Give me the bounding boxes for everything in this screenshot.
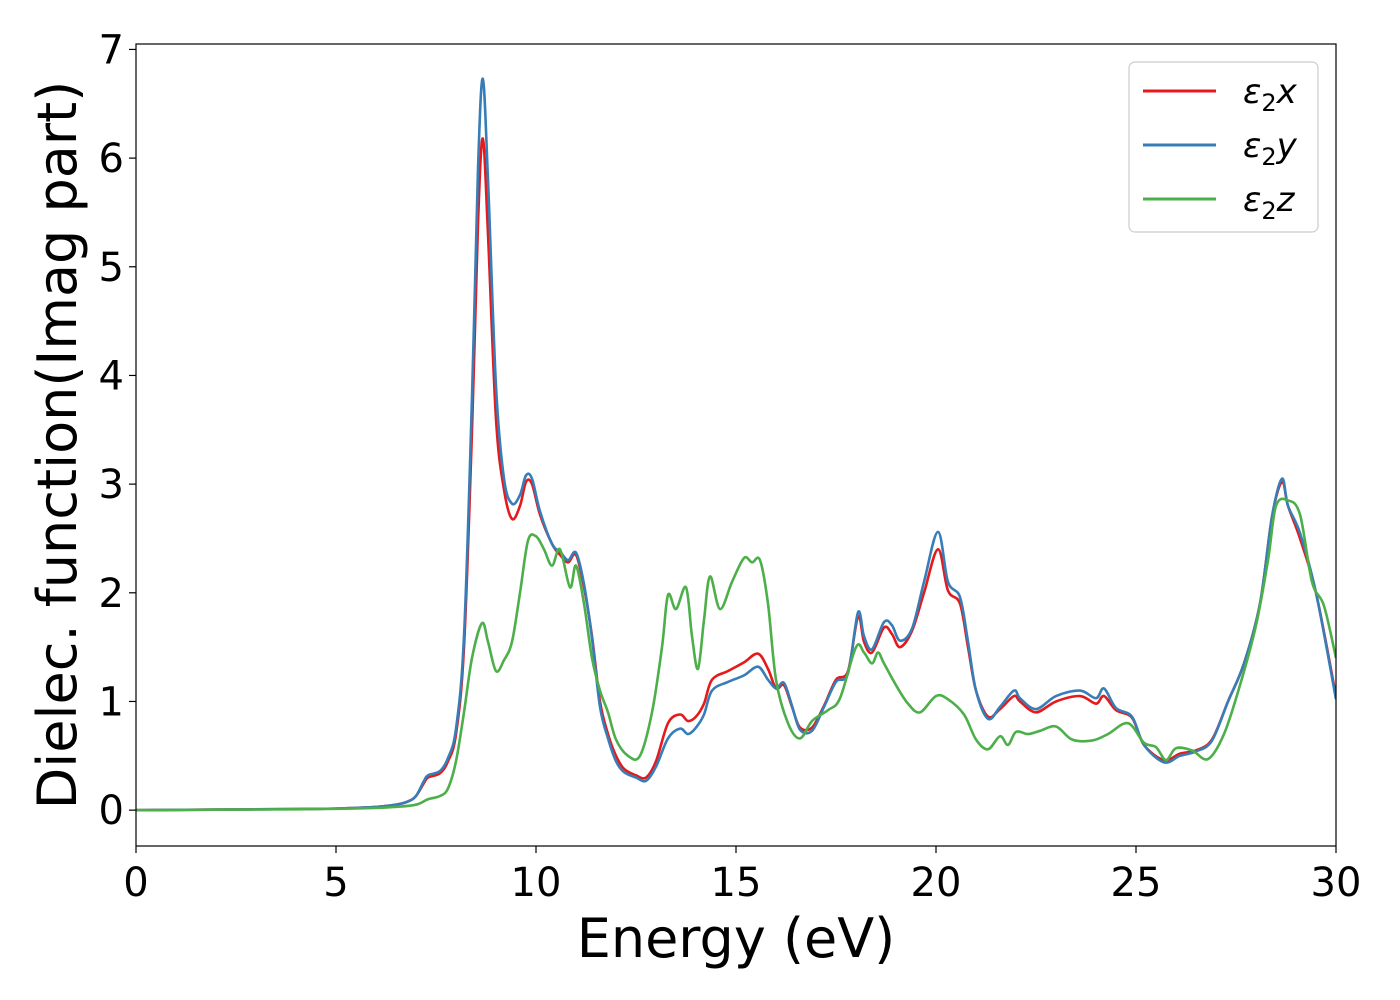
y-tick-label: 1 xyxy=(99,679,124,725)
x-tick-label: 10 xyxy=(511,860,562,906)
x-tick-label: 0 xyxy=(123,860,148,906)
y-tick-label: 5 xyxy=(99,245,124,291)
y-axis-label: Dielec. function(Imag part) xyxy=(26,81,89,810)
legend-items: ε2x ε2y ε2z xyxy=(1143,72,1298,225)
series-line-z xyxy=(136,497,1336,812)
y-axis-ticks: 0 1 2 3 4 5 6 7 xyxy=(99,27,136,834)
y-tick-label: 3 xyxy=(99,462,124,508)
x-axis-ticks: 0 5 10 15 20 25 30 xyxy=(123,846,1361,906)
y-tick-label: 2 xyxy=(99,571,124,617)
y-tick-label: 4 xyxy=(99,353,124,399)
legend: ε2x ε2y ε2z xyxy=(1128,61,1319,233)
x-tick-label: 20 xyxy=(911,860,962,906)
legend-box xyxy=(1128,61,1319,233)
y-tick-label: 7 xyxy=(99,27,124,73)
y-tick-label: 0 xyxy=(99,788,124,834)
legend-label-z: ε2z xyxy=(1243,180,1296,225)
x-tick-label: 30 xyxy=(1311,860,1362,906)
x-axis-label: Energy (eV) xyxy=(577,907,896,970)
series-layer xyxy=(136,77,1336,812)
series-line-y xyxy=(136,77,1336,812)
x-tick-label: 15 xyxy=(711,860,762,906)
x-tick-label: 5 xyxy=(323,860,348,906)
legend-label-x: ε2x xyxy=(1243,72,1298,117)
y-tick-label: 6 xyxy=(99,136,124,182)
x-tick-label: 25 xyxy=(1111,860,1162,906)
legend-label-y: ε2y xyxy=(1243,126,1298,171)
